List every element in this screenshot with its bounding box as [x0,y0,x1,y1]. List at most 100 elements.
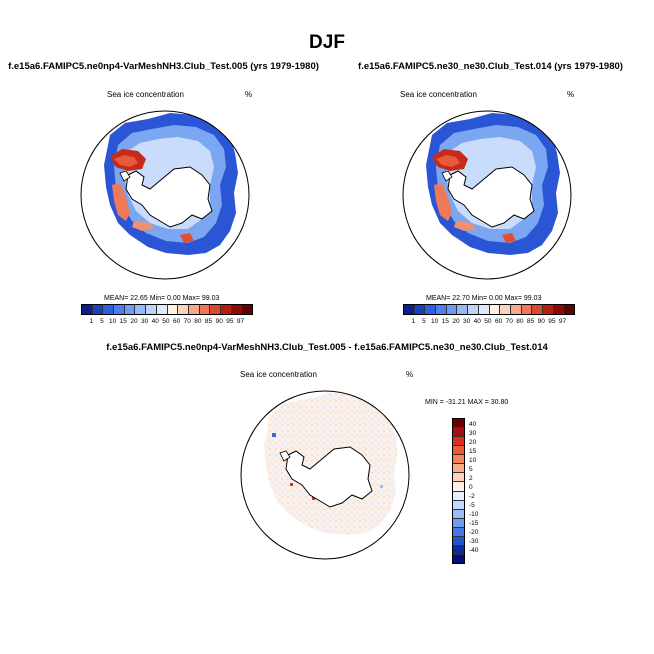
colorbar-tick: 40 [473,318,481,325]
colorbar-swatch [114,305,125,314]
colorbar-tick: -10 [469,511,479,518]
colorbar-tick: 80 [516,318,524,325]
colorbar-swatch [521,305,533,314]
colorbar-tick: 5 [422,318,426,325]
colorbar-swatch [188,305,200,314]
colorbar-tick: 20 [469,439,477,446]
variable-label-top-right: Sea ice concentration [400,90,477,99]
colorbar-tick: 60 [494,318,503,325]
colorbar-swatch [453,518,464,528]
colorbar-tick: 90 [537,318,545,325]
variable-label-top-left: Sea ice concentration [107,90,184,99]
colorbar-tick: 30 [462,318,471,325]
colorbar-swatch [446,305,458,314]
stats-top-left: MEAN= 22.65 Min= 0.00 Max= 99.03 [104,295,220,302]
colorbar-tick: -40 [469,547,479,554]
colorbar-swatch [453,527,464,537]
colorbar-swatch [135,305,147,314]
panel-title-bottom-diff: f.e15a6.FAMIPC5.ne0np4-VarMeshNH3.Club_T… [106,342,548,353]
colorbar-tick: 10 [109,318,117,325]
colorbar-tick: 90 [215,318,223,325]
variable-label-bottom-diff: Sea ice concentration [240,370,317,379]
colorbar-tick: 97 [236,318,245,325]
colorbar-tick: -30 [469,538,479,545]
colorbar-swatch [220,305,232,314]
colorbar-tick: 70 [505,318,513,325]
colorbar-swatch [199,305,211,314]
colorbar-swatch [231,305,243,314]
colorbar-swatch [453,554,464,563]
colorbar-swatch [436,305,447,314]
colorbar-tick: 15 [469,448,477,455]
colorbar-tick: 30 [469,430,477,437]
colorbar-swatch [457,305,469,314]
stats-top-right: MEAN= 22.70 Min= 0.00 Max= 99.03 [426,295,542,302]
colorbar-swatch [156,305,168,314]
units-label-top-left: % [245,90,253,99]
colorbar-tick: 2 [469,475,473,482]
colorbar-swatch [532,305,543,314]
units-label-bottom-diff: % [406,370,414,379]
map-top-left [80,110,250,280]
stats-bottom-diff: MIN = -31.21 MAX = 30.80 [425,399,509,406]
colorbar-tick: 40 [151,318,159,325]
colorbar-tick: 85 [204,318,213,325]
colorbar-tick: -15 [469,520,479,527]
colorbar-swatch [414,305,426,314]
colorbar-swatch [453,473,464,483]
colorbar-swatch [489,305,501,314]
colorbar-tick: 20 [130,318,138,325]
colorbar-swatch [453,491,464,501]
colorbar-swatch [453,536,464,546]
colorbar-swatch [500,305,511,314]
colorbar-bottom-diff [452,418,465,564]
colorbar-swatch [453,464,464,474]
colorbar-tick: 80 [194,318,202,325]
colorbar-swatch [453,446,464,456]
colorbar-swatch [453,545,464,555]
colorbar-swatch [124,305,136,314]
colorbar-tick: 70 [183,318,191,325]
colorbar-tick: 20 [452,318,460,325]
colorbar-tick: 40 [469,421,477,428]
colorbar-swatch [542,305,554,314]
colorbar-swatch [453,437,464,447]
colorbar-swatch [242,305,252,314]
units-label-top-right: % [567,90,575,99]
colorbar-tick: 5 [469,466,473,473]
colorbar-swatch [453,455,464,465]
colorbar-tick: 15 [441,318,449,325]
colorbar-tick: -2 [469,493,475,500]
colorbar-tick: 0 [469,484,473,491]
colorbar-tick: 10 [469,457,477,464]
colorbar-tick: 50 [484,318,492,325]
colorbar-tick: 1 [411,318,416,325]
colorbar-swatch [92,305,104,314]
colorbar-tick: 97 [558,318,567,325]
colorbar-tick: 1 [89,318,94,325]
panel-title-top-right: f.e15a6.FAMIPC5.ne30_ne30.Club_Test.014 … [358,61,623,72]
colorbar-swatch [103,305,115,314]
map-bottom-diff [240,390,410,560]
colorbar-swatch [453,482,464,492]
colorbar-top-right [403,304,575,315]
colorbar-tick: 60 [172,318,181,325]
colorbar-swatch [167,305,179,314]
colorbar-swatch [146,305,157,314]
colorbar-ticks-top-left: 1 5 10 15 20 30 40 50 60 70 80 85 90 95 97 [86,318,246,325]
colorbar-tick: -5 [469,502,475,509]
colorbar-swatch [510,305,522,314]
colorbar-swatch [453,419,464,429]
colorbar-tick: 10 [431,318,439,325]
colorbar-tick: 50 [162,318,170,325]
colorbar-tick: 95 [548,318,556,325]
colorbar-tick: 15 [119,318,127,325]
colorbar-ticks-top-right: 1 5 10 15 20 30 40 50 60 70 80 85 90 95 97 [408,318,568,325]
colorbar-tick: 85 [526,318,535,325]
colorbar-swatch [82,305,93,314]
colorbar-swatch [468,305,479,314]
colorbar-swatch [453,428,464,438]
map-top-right [402,110,572,280]
colorbar-tick: -20 [469,529,479,536]
colorbar-swatch [404,305,415,314]
